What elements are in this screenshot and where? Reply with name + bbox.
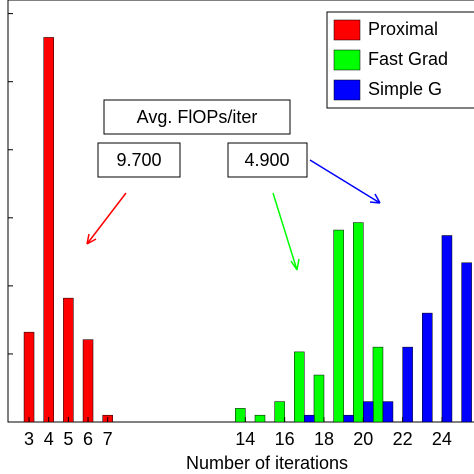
bar bbox=[363, 401, 374, 423]
x-tick-label: 16 bbox=[275, 429, 295, 449]
annotation: Avg. FlOPs/iter bbox=[137, 107, 258, 127]
bar bbox=[23, 331, 35, 423]
bar bbox=[294, 351, 305, 423]
x-axis-label: Number of iterations bbox=[186, 453, 348, 473]
x-tick-label: 14 bbox=[235, 429, 255, 449]
annotation: 9.700 bbox=[116, 150, 161, 170]
legend-swatch bbox=[333, 19, 361, 41]
x-tick-label: 22 bbox=[393, 429, 413, 449]
bar bbox=[43, 37, 54, 423]
x-tick-label: 18 bbox=[314, 429, 334, 449]
x-tick-label: 6 bbox=[83, 429, 93, 449]
arrow bbox=[272, 192, 300, 271]
bar bbox=[382, 401, 394, 423]
legend-swatch bbox=[333, 49, 361, 71]
bar bbox=[422, 312, 433, 423]
bar bbox=[304, 414, 315, 423]
legend-label: Proximal bbox=[368, 19, 438, 39]
x-tick-label: 7 bbox=[103, 429, 113, 449]
x-tick-label: 4 bbox=[44, 429, 54, 449]
bar bbox=[313, 374, 325, 423]
x-tick-label: 5 bbox=[63, 429, 73, 449]
bar bbox=[441, 235, 453, 423]
bar bbox=[353, 222, 364, 423]
annotation-box bbox=[227, 142, 308, 178]
arrow bbox=[86, 192, 127, 245]
bar bbox=[402, 346, 413, 423]
arrow bbox=[309, 159, 381, 204]
x-tick-label: 3 bbox=[24, 429, 34, 449]
bar bbox=[274, 401, 285, 423]
x-tick-label: 24 bbox=[432, 429, 452, 449]
annotation-box bbox=[103, 99, 291, 135]
bar bbox=[63, 297, 74, 423]
bar bbox=[333, 229, 344, 423]
legend: Proximal Fast Grad Simple G bbox=[326, 11, 474, 109]
legend-swatch bbox=[333, 79, 361, 101]
bar bbox=[372, 346, 384, 423]
annotation-group: Avg. FlOPs/iter 9.700 4.900 bbox=[86, 99, 381, 271]
bar bbox=[343, 414, 354, 423]
bar bbox=[82, 339, 94, 423]
legend-label: Simple G bbox=[368, 79, 442, 99]
annotation-box bbox=[97, 142, 181, 178]
bar bbox=[254, 414, 266, 423]
annotation: 4.900 bbox=[244, 150, 289, 170]
legend-label: Fast Grad bbox=[368, 49, 448, 69]
bars bbox=[23, 37, 472, 423]
bar bbox=[461, 262, 472, 423]
x-tick-label: 20 bbox=[353, 429, 373, 449]
bar bbox=[235, 408, 246, 423]
